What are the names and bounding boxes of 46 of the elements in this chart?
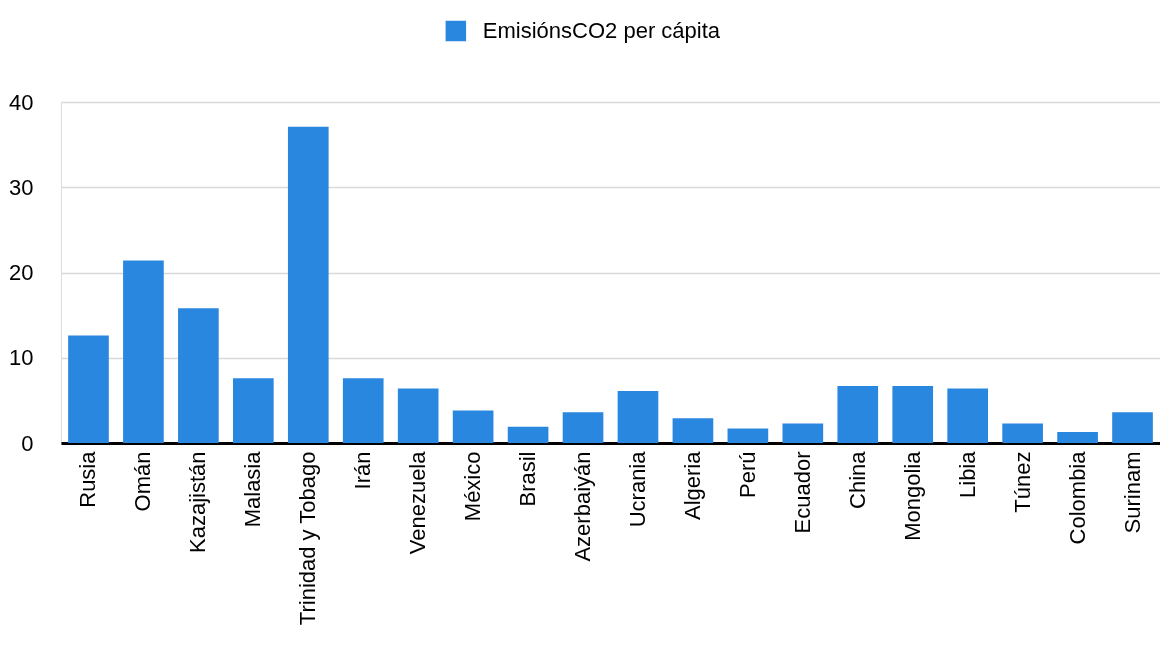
bar — [562, 412, 604, 443]
x-tick-label: Venezuela — [405, 450, 431, 555]
bar — [397, 388, 439, 443]
x-tick-label: China — [844, 450, 870, 509]
x-tick-label: México — [460, 451, 486, 522]
y-tick-label: 0 — [21, 430, 34, 456]
y-tick-label: 40 — [9, 89, 34, 115]
x-tick-label: Irán — [350, 451, 376, 490]
x-tick-label: Trinidad y Tobago — [295, 451, 321, 626]
bar — [892, 385, 934, 443]
x-tick-label: Brasil — [515, 451, 541, 507]
bar — [68, 335, 109, 443]
x-tick-label: Perú — [734, 451, 760, 498]
bar — [232, 378, 274, 443]
bar — [782, 423, 824, 443]
bar — [123, 260, 164, 443]
x-tick-label: Algeria — [679, 450, 705, 520]
bar — [287, 126, 329, 443]
x-tick-label: Colombia — [1064, 450, 1090, 545]
bar — [342, 378, 384, 443]
x-tick-label: Túnez — [1009, 451, 1035, 513]
bar — [837, 385, 879, 443]
x-tick-label: Libia — [954, 450, 980, 498]
y-tick-label: 30 — [9, 174, 34, 200]
x-tick-label: Omán — [130, 451, 156, 512]
bar — [947, 388, 989, 443]
x-tick-label: Mongolia — [899, 450, 925, 541]
bar — [1057, 431, 1098, 443]
x-tick-label: Kazajistán — [185, 451, 211, 554]
legend-label: EmisiónsCO2 per cápita — [482, 18, 721, 43]
bar — [672, 418, 714, 443]
x-tick-label: Ecuador — [789, 451, 815, 534]
y-tick-label: 10 — [9, 345, 34, 371]
bar — [617, 391, 659, 443]
x-tick-label: Malasia — [240, 450, 266, 528]
bar — [1002, 423, 1043, 443]
bar — [178, 308, 219, 443]
x-tick-label: Rusia — [75, 450, 101, 508]
bar — [727, 428, 769, 443]
y-tick-label: 20 — [9, 260, 34, 285]
bar — [1112, 412, 1153, 443]
x-tick-label: Ucrania — [624, 450, 650, 528]
x-tick-label: Surinam — [1119, 451, 1145, 534]
x-tick-label: Azerbaiyán — [570, 451, 596, 562]
bar — [507, 426, 549, 443]
bar — [452, 410, 494, 443]
